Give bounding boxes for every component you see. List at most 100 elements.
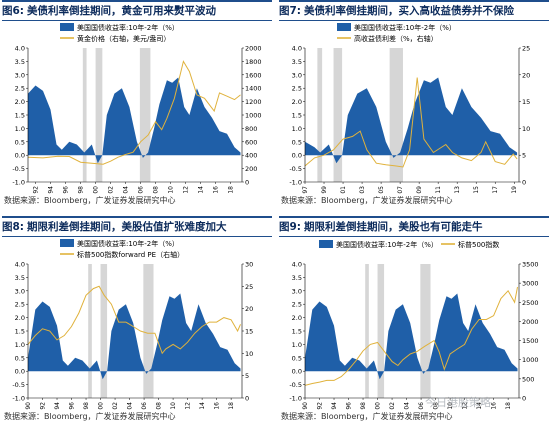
inversion-shade xyxy=(420,264,431,398)
y2-tick-label: 0 xyxy=(245,395,249,403)
y-tick-label: 3.0 xyxy=(292,287,302,295)
x-tick-label: 1999 xyxy=(321,186,328,194)
y-tick-label: 0.0 xyxy=(292,368,302,376)
secondary-line xyxy=(304,286,518,386)
x-tick-label: 2018 xyxy=(505,402,512,410)
source-note: 数据来源：Bloomberg，广发证券发展研究中心 xyxy=(4,196,176,205)
y-tick-label: 3.5 xyxy=(292,274,302,282)
y-tick-label: 2.0 xyxy=(292,98,302,106)
y2-tick-label: 5 xyxy=(245,372,249,380)
y2-tick-label: 0 xyxy=(522,395,526,403)
inversion-shade xyxy=(82,48,87,182)
legend-label: 美国国债收益率:10年-2年（%） xyxy=(336,240,438,249)
x-tick-label: 1996 xyxy=(63,186,70,194)
y-tick-label: 1.5 xyxy=(292,328,302,336)
y-tick-label: 4.0 xyxy=(292,261,302,269)
x-tick-label: 2014 xyxy=(199,402,206,410)
x-tick-label: 2019 xyxy=(511,186,518,194)
y-tick-label: 0.5 xyxy=(292,354,302,362)
y2-tick-label: 2500 xyxy=(522,299,539,307)
spread-area xyxy=(28,293,241,380)
y-tick-label: 3.0 xyxy=(15,287,25,295)
y-tick-label: 2.0 xyxy=(15,314,25,322)
y-tick-label: 1.0 xyxy=(292,125,302,133)
x-tick-label: 2004 xyxy=(123,186,130,194)
source-note: 数据来源：Bloomberg，广发证券发展研究中心 xyxy=(4,412,176,421)
title-text: 期限利差倒挂期间，美股估值扩张难度加大 xyxy=(27,221,227,233)
x-tick-label: 2017 xyxy=(492,186,499,194)
y-tick-label: 1.5 xyxy=(15,112,25,120)
y2-tick-label: 10 xyxy=(522,125,530,133)
panel-title: 图8: 期限利差倒挂期间，美股估值扩张难度加大 xyxy=(2,216,272,237)
x-tick-label: 1992 xyxy=(40,402,47,410)
title-text: 期限利差倒挂期间，美股也有可能走牛 xyxy=(304,221,483,233)
x-tick-label: 1990 xyxy=(25,402,32,410)
y-tick-label: 2.0 xyxy=(15,98,25,106)
y-tick-label: 2.5 xyxy=(292,301,302,309)
y-tick-label: 0.0 xyxy=(15,368,25,376)
y-tick-label: -0.5 xyxy=(12,381,25,389)
y-tick-label: 1.0 xyxy=(15,341,25,349)
x-tick-label: 2014 xyxy=(476,402,483,410)
y2-tick-label: 1000 xyxy=(245,112,262,120)
y2-tick-label: 20 xyxy=(522,71,530,79)
x-tick-label: 1996 xyxy=(69,402,76,410)
x-tick-label: 2002 xyxy=(108,186,115,194)
figure-number: 图6: xyxy=(2,5,25,17)
x-tick-label: 2009 xyxy=(416,186,423,194)
source-note: 数据来源：Bloomberg，广发证券发展研究中心 xyxy=(281,196,453,205)
x-tick-label: 1990 xyxy=(302,402,309,410)
y2-tick-label: 10 xyxy=(245,350,253,358)
y2-tick-label: 0 xyxy=(245,179,249,187)
spread-area xyxy=(305,293,518,380)
legend-swatch-spread xyxy=(60,23,74,31)
x-tick-label: 1994 xyxy=(48,186,55,194)
dual-axis-area-chart: -1.0-0.50.00.51.01.52.02.53.03.54.002004… xyxy=(12,23,262,194)
x-tick-label: 2004 xyxy=(127,402,134,410)
x-tick-label: 2014 xyxy=(198,186,205,194)
y-tick-label: 1.5 xyxy=(292,112,302,120)
x-tick-label: 2013 xyxy=(454,186,461,194)
legend-label: 标普500指数forward PE（右轴） xyxy=(77,250,184,259)
y-tick-label: -1.0 xyxy=(289,395,302,403)
x-tick-label: 2004 xyxy=(404,402,411,410)
y-tick-label: 4.0 xyxy=(15,45,25,53)
y2-tick-label: 1600 xyxy=(245,71,262,79)
y2-tick-label: 20 xyxy=(245,305,253,313)
legend-label: 美国国债收益率:10年-2年（%） xyxy=(354,23,456,32)
inversion-shade xyxy=(95,48,103,182)
x-tick-label: 2012 xyxy=(183,186,190,194)
dual-axis-area-chart: -1.0 -0.5 0.0 0.5 1.0 1.5 2.0 2.5 3.0 3.5 4.0 0 500 1… xyxy=(289,240,539,410)
x-tick-label: 2015 xyxy=(473,186,480,194)
y-tick-label: 0.5 xyxy=(292,138,302,146)
spread-area xyxy=(305,77,518,164)
panel-title: 图6: 美债利率倒挂期间，黄金可用来熨平波动 xyxy=(2,0,272,21)
y2-tick-label: 1800 xyxy=(245,58,262,66)
legend-label: 美国国债收益率:10年-2年（%） xyxy=(77,23,179,32)
y2-tick-label: 3500 xyxy=(522,261,539,269)
y-tick-label: 0.5 xyxy=(15,138,25,146)
inversion-shade xyxy=(139,48,151,182)
y2-tick-label: 600 xyxy=(245,138,257,146)
y2-tick-label: 30 xyxy=(245,261,253,269)
y-tick-label: 1.0 xyxy=(15,125,25,133)
x-tick-label: 2010 xyxy=(170,402,177,410)
y2-tick-label: 0 xyxy=(522,179,526,187)
y-tick-label: 1.5 xyxy=(15,328,25,336)
x-tick-label: 2006 xyxy=(418,402,425,410)
y-tick-label: 3.0 xyxy=(292,71,302,79)
x-tick-label: 2005 xyxy=(378,186,385,194)
y-tick-label: 0.0 xyxy=(292,152,302,160)
y2-tick-label: 1000 xyxy=(522,356,539,364)
x-tick-label: 2000 xyxy=(98,402,105,410)
dual-axis-area-chart: -1.0 -0.5 0.0 0.5 1.0 1.5 2.0 2.5 3.0 3.5 4.0 0 5 10 1… xyxy=(289,23,530,194)
x-tick-label: 2018 xyxy=(228,402,235,410)
inversion-shade xyxy=(143,264,154,398)
title-text: 美债利率倒挂期间，黄金可用来熨平波动 xyxy=(27,5,217,17)
title-text: 美债利率倒挂期间，买入高收益债券并不保险 xyxy=(304,5,515,17)
legend-label: 高收益债利差（%，右轴） xyxy=(354,34,438,43)
dual-axis-area-chart: -1.0 -0.5 0.0 0.5 1.0 1.5 2.0 2.5 3.0 3.5 4.0 0 5 10 1… xyxy=(12,239,253,410)
x-tick-label: 2008 xyxy=(156,402,163,410)
y-tick-label: 0.0 xyxy=(15,152,25,160)
y-tick-label: 1.0 xyxy=(292,341,302,349)
